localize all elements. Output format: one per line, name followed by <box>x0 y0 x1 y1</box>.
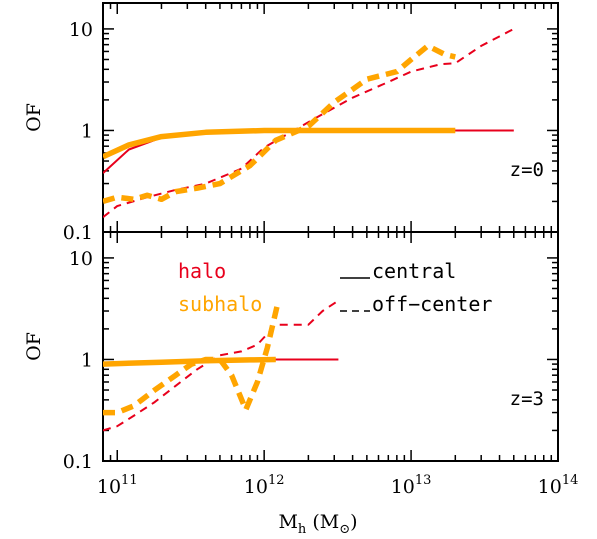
top-y-tick-label: 0.1 <box>63 222 93 244</box>
top-series-halo-off-center <box>103 28 515 218</box>
x-tick-label: 1012 <box>244 473 285 498</box>
bottom-redshift-annotation: z=3 <box>510 388 544 410</box>
x-axis-title: Mh (M⊙) <box>278 511 357 537</box>
top-redshift-annotation: z=0 <box>510 159 544 181</box>
top-series-subhalo-off-center <box>103 43 456 205</box>
bottom-y-axis-title: OF <box>23 332 45 361</box>
bottom-series-subhalo-off-center <box>103 299 282 416</box>
legend-entry-subhalo: subhalo <box>178 292 262 316</box>
x-tick-label: 1013 <box>391 473 432 498</box>
legend-style-label-dashed: off−center <box>372 292 492 316</box>
legend-style-label-solid: central <box>372 259 456 283</box>
x-tick-label: 1011 <box>97 473 138 498</box>
legend-entry-halo: halo <box>178 259 226 283</box>
bottom-y-tick-label: 10 <box>69 248 93 270</box>
top-y-tick-label: 10 <box>69 19 93 41</box>
bottom-panel-frame <box>102 231 559 462</box>
x-tick-label: 1014 <box>538 473 579 498</box>
top-series-subhalo-central <box>103 127 456 160</box>
top-y-axis-title: OF <box>23 103 45 132</box>
bottom-y-tick-label: 0.1 <box>63 451 93 473</box>
bottom-y-tick-label: 1 <box>81 349 93 371</box>
top-panel-frame <box>102 2 559 233</box>
bottom-series-subhalo-central <box>103 356 276 367</box>
top-y-tick-label: 1 <box>81 120 93 142</box>
